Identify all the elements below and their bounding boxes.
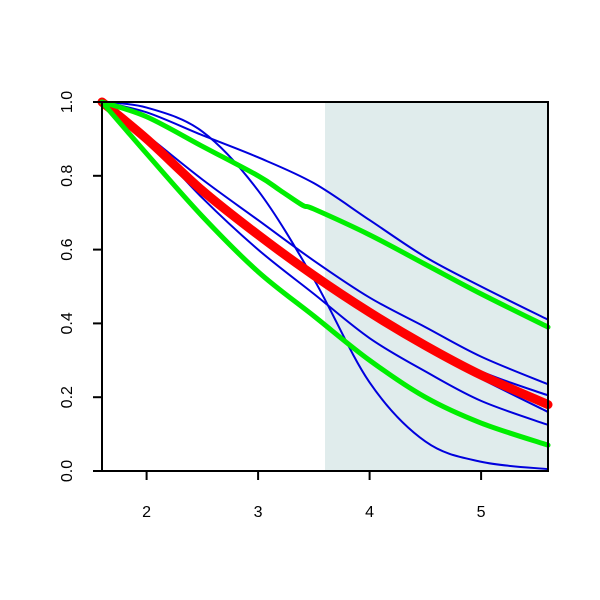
series-line-8 [99,99,551,330]
y-tick-label: 1.0 [59,91,76,113]
series-line-7 [97,97,553,410]
y-tick-label: 0.6 [59,238,76,260]
x-tick-label: 2 [142,504,151,521]
x-tick-label: 3 [254,504,263,521]
y-tick-label: 0.0 [59,460,76,482]
y-tick-label: 0.2 [59,386,76,408]
y-axis: 0.0 0.2 0.4 0.6 0.8 1.0 [59,91,102,482]
plot-frame [101,101,549,472]
series-line-9 [99,99,551,448]
y-tick-label: 0.4 [59,312,76,334]
x-axis: 2 3 4 5 [142,471,486,521]
series-layer [97,97,553,471]
x-tick-label: 4 [365,504,374,521]
series-line-1 [101,101,549,321]
x-tick-label: 5 [477,504,486,521]
y-tick-label: 0.8 [59,165,76,187]
shaded-region [325,102,548,471]
